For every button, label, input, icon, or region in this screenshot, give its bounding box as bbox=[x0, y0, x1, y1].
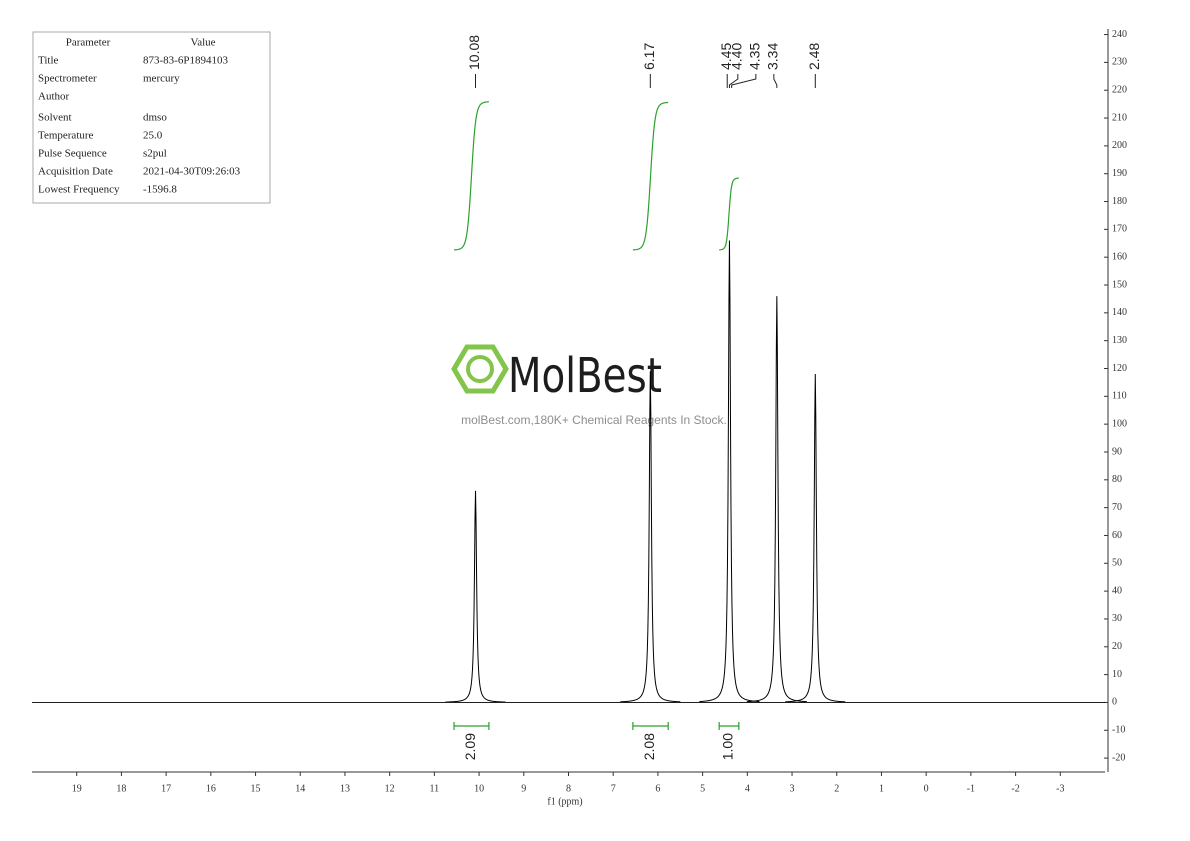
peak bbox=[785, 374, 846, 703]
y-tick-label: 100 bbox=[1112, 418, 1127, 429]
y-tick-label: 220 bbox=[1112, 85, 1127, 96]
y-tick-label: 20 bbox=[1112, 641, 1122, 652]
peak-label-connector bbox=[773, 74, 778, 88]
y-tick-label: 160 bbox=[1112, 251, 1127, 262]
watermark-brand: MolBest bbox=[508, 348, 662, 404]
table-header: Value bbox=[190, 37, 215, 49]
peak bbox=[746, 296, 807, 703]
y-tick-label: 50 bbox=[1112, 558, 1122, 569]
integral-label: 2.09 bbox=[462, 733, 478, 760]
y-tick-label: 230 bbox=[1112, 57, 1127, 68]
parameter-value: -1596.8 bbox=[143, 184, 177, 196]
parameter-name: Solvent bbox=[38, 112, 72, 124]
y-tick-label: 180 bbox=[1112, 196, 1127, 207]
x-tick-label: 8 bbox=[566, 783, 571, 794]
logo-ring bbox=[466, 355, 494, 383]
peak bbox=[445, 490, 506, 703]
y-tick-label: 200 bbox=[1112, 140, 1127, 151]
parameter-name: Title bbox=[38, 55, 59, 67]
y-tick-label: 30 bbox=[1112, 613, 1122, 624]
y-tick-label: 60 bbox=[1112, 530, 1122, 541]
y-tick-label: 130 bbox=[1112, 335, 1127, 346]
peak-label: 10.08 bbox=[466, 35, 482, 70]
integral-label: 1.00 bbox=[720, 733, 736, 760]
x-tick-label: 1 bbox=[879, 783, 884, 794]
x-tick-label: 11 bbox=[430, 783, 440, 794]
x-tick-label: 6 bbox=[655, 783, 660, 794]
integral-bracket bbox=[453, 722, 490, 730]
integral-label: 2.08 bbox=[641, 733, 657, 760]
parameter-value: 873-83-6P1894103 bbox=[143, 55, 228, 67]
x-tick-label: 2 bbox=[834, 783, 839, 794]
x-tick-label: 15 bbox=[251, 783, 261, 794]
x-tick-label: 17 bbox=[161, 783, 171, 794]
peak-label: 4.40 bbox=[729, 43, 745, 70]
integral-curve bbox=[632, 101, 669, 251]
y-tick-label: -20 bbox=[1112, 752, 1125, 763]
integral-bracket bbox=[718, 722, 740, 730]
y-tick-label: 120 bbox=[1112, 363, 1127, 374]
parameter-name: Lowest Frequency bbox=[38, 184, 120, 196]
x-axis-label: f1 (ppm) bbox=[547, 796, 582, 807]
peak-label-connector bbox=[731, 74, 757, 88]
parameter-name: Author bbox=[38, 91, 70, 103]
parameter-value: mercury bbox=[143, 73, 180, 85]
y-tick-label: 90 bbox=[1112, 446, 1122, 457]
y-tick-label: -10 bbox=[1112, 725, 1125, 736]
parameter-name: Temperature bbox=[38, 130, 94, 142]
x-tick-label: -1 bbox=[967, 783, 975, 794]
y-tick-label: 40 bbox=[1112, 585, 1122, 596]
parameter-value: s2pul bbox=[143, 148, 167, 160]
peak-label: 4.35 bbox=[747, 43, 763, 70]
integral-bracket bbox=[632, 722, 669, 730]
y-tick-label: 210 bbox=[1112, 112, 1127, 123]
x-tick-label: 9 bbox=[521, 783, 526, 794]
peak bbox=[620, 371, 681, 703]
parameter-table-border bbox=[32, 31, 271, 204]
y-tick-label: 0 bbox=[1112, 697, 1117, 708]
y-tick-label: 70 bbox=[1112, 502, 1122, 513]
y-tick-label: 110 bbox=[1112, 391, 1127, 402]
y-tick-label: 150 bbox=[1112, 279, 1127, 290]
x-tick-label: 14 bbox=[295, 783, 305, 794]
x-tick-label: 12 bbox=[385, 783, 395, 794]
parameter-name: Spectrometer bbox=[38, 73, 97, 85]
y-tick-label: 140 bbox=[1112, 307, 1127, 318]
x-tick-label: 19 bbox=[72, 783, 82, 794]
peak-label: 4.45 bbox=[718, 43, 734, 70]
watermark: MolBest molBest.com,180K+ Chemical Reage… bbox=[451, 344, 727, 427]
table-header: Parameter bbox=[66, 37, 111, 49]
parameter-value: dmso bbox=[143, 112, 167, 124]
peak bbox=[699, 240, 760, 703]
y-tick-label: 240 bbox=[1112, 29, 1127, 40]
parameter-value: 2021-04-30T09:26:03 bbox=[143, 166, 241, 178]
x-tick-label: 0 bbox=[924, 783, 929, 794]
watermark-tagline: molBest.com,180K+ Chemical Reagents In S… bbox=[461, 413, 727, 427]
peak-label: 2.48 bbox=[806, 43, 822, 70]
x-tick-label: -3 bbox=[1056, 783, 1064, 794]
x-tick-label: 7 bbox=[611, 783, 616, 794]
peak-label: 6.17 bbox=[641, 43, 657, 70]
x-tick-label: 18 bbox=[116, 783, 126, 794]
x-tick-label: 13 bbox=[340, 783, 350, 794]
y-tick-label: 190 bbox=[1112, 168, 1127, 179]
parameter-name: Acquisition Date bbox=[38, 166, 113, 178]
parameter-name: Pulse Sequence bbox=[38, 148, 107, 160]
x-tick-label: 16 bbox=[206, 783, 216, 794]
x-tick-label: 4 bbox=[745, 783, 750, 794]
integral-curve bbox=[453, 101, 489, 251]
parameter-value: 25.0 bbox=[143, 130, 163, 142]
integral-curve bbox=[719, 177, 739, 251]
x-tick-label: -2 bbox=[1011, 783, 1019, 794]
x-tick-label: 10 bbox=[474, 783, 484, 794]
y-tick-label: 80 bbox=[1112, 474, 1122, 485]
logo-hexagon bbox=[451, 344, 509, 394]
y-tick-label: 10 bbox=[1112, 669, 1122, 680]
x-tick-label: 5 bbox=[700, 783, 705, 794]
x-tick-label: 3 bbox=[790, 783, 795, 794]
y-tick-label: 170 bbox=[1112, 224, 1127, 235]
peak-label-connector bbox=[728, 74, 739, 88]
peak-label: 3.34 bbox=[765, 43, 781, 70]
